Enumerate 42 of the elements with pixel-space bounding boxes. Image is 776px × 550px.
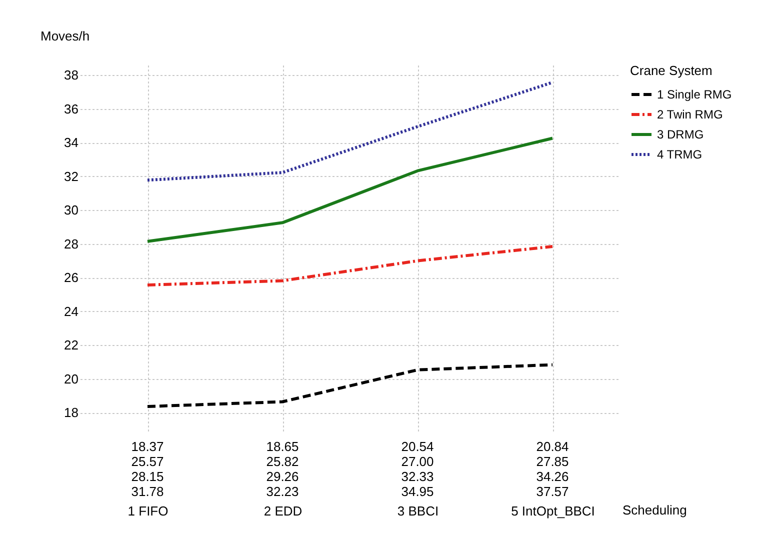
legend-label: 3 DRMG (657, 128, 704, 142)
data-label: 18.65 (266, 439, 299, 454)
data-label: 34.26 (536, 469, 569, 484)
x-tick-label: 5 IntOpt_BBCI (511, 504, 595, 518)
x-tick-label: 3 BBCI (397, 504, 439, 518)
y-tick-label: 36 (64, 101, 78, 116)
data-label: 20.54 (401, 439, 434, 454)
data-label: 32.33 (401, 469, 434, 484)
y-tick-label: 38 (64, 68, 78, 83)
data-label: 32.23 (266, 484, 299, 499)
y-tick-label: 24 (64, 304, 78, 319)
y-tick-label: 20 (64, 371, 78, 386)
line-series (146, 80, 554, 182)
y-tick-label: 32 (64, 168, 78, 184)
x-tick-label: 2 EDD (264, 504, 302, 518)
y-tick-label: 34 (64, 135, 78, 150)
y-tick-label: 30 (64, 202, 78, 218)
y-tick-label: 22 (64, 338, 78, 353)
line-series (146, 136, 554, 243)
data-label: 29.26 (266, 469, 299, 484)
legend-label: 4 TRMG (657, 148, 702, 162)
data-label: 37.57 (536, 484, 569, 499)
y-tick-label: 26 (64, 270, 78, 286)
data-label: 18.37 (131, 439, 164, 454)
data-label: 27.00 (401, 454, 434, 469)
line-series (146, 244, 554, 286)
legend-title: Crane System (630, 63, 712, 78)
data-label: 31.78 (131, 484, 164, 499)
y-axis-title: Moves/h (40, 28, 90, 44)
y-tick-label: 28 (64, 236, 78, 252)
data-label: 25.82 (266, 454, 299, 469)
data-label: 28.15 (131, 469, 164, 484)
legend-label: 2 Twin RMG (657, 108, 723, 122)
line-series (146, 363, 554, 408)
data-label: 20.84 (536, 439, 569, 454)
data-label: 34.95 (401, 484, 434, 499)
y-tick-label: 18 (64, 405, 78, 420)
data-label: 27.85 (536, 454, 569, 469)
x-axis-title: Scheduling (622, 502, 687, 518)
legend-label: 1 Single RMG (657, 88, 732, 102)
x-tick-label: 1 FIFO (128, 504, 168, 518)
data-label: 25.57 (131, 454, 164, 469)
